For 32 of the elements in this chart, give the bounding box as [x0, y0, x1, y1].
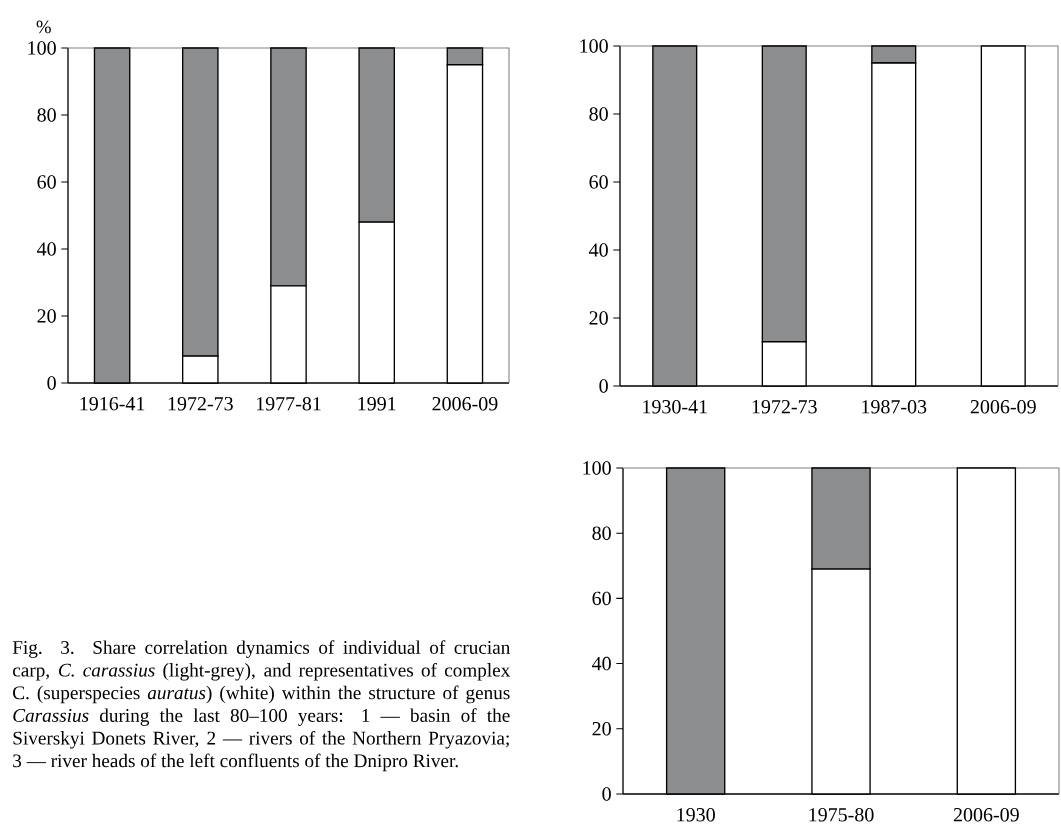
y-tick-label: 80: [592, 526, 611, 540]
x-tick-label: 2006-09: [432, 397, 498, 411]
y-tick-label: 100: [580, 39, 608, 53]
x-tick-label: 1975-80: [809, 808, 874, 822]
y-tick-label: 60: [589, 175, 608, 189]
x-tick-label: 1972-73: [168, 397, 233, 411]
y-tick-label: 40: [37, 242, 56, 256]
y-tick-label: 20: [589, 311, 608, 325]
x-tick-label: 1991: [358, 397, 396, 411]
y-tick-label: 20: [592, 722, 611, 736]
y-tick-label: 40: [589, 243, 608, 257]
y-tick-label: 100: [28, 41, 56, 55]
y-tick-label: 0: [47, 376, 56, 390]
y-tick-label: 60: [592, 591, 611, 606]
x-tick-label: 1930-41: [643, 400, 707, 414]
x-tick-label: 2006-09: [970, 400, 1036, 414]
x-tick-label: 1987-03: [862, 400, 927, 414]
y-tick-label: 80: [37, 108, 56, 122]
x-tick-label: 1916-41: [80, 397, 145, 411]
y-tick-label: 0: [602, 787, 611, 801]
x-tick-label: 1930: [677, 808, 715, 822]
y-tick-label: 0: [599, 379, 608, 393]
y-tick-label: 80: [589, 107, 608, 121]
text: Fig. 3. Share correlation dynamics of individual of crucian carp, C. carassius (light-grey), and representatives of complex C. (superspecies auratus) (white) within the structure of genus Carassius during the last 80–100 years: 1 — basin of the Siverskyi Donets River, 2 — rivers of the Northern Pryazovia; 3 — river heads of the left confluents of the Dnipro River.: [12, 640, 511, 772]
y-tick-label: 100: [583, 461, 611, 475]
y-axis-title: %: [36, 20, 51, 34]
y-tick-label: 20: [37, 309, 56, 323]
x-tick-label: 2006-09: [953, 808, 1019, 822]
y-tick-label: 40: [592, 656, 611, 671]
y-tick-label: 60: [37, 175, 56, 189]
x-tick-label: 1977-81: [256, 397, 321, 411]
x-tick-label: 1972-73: [752, 400, 817, 414]
